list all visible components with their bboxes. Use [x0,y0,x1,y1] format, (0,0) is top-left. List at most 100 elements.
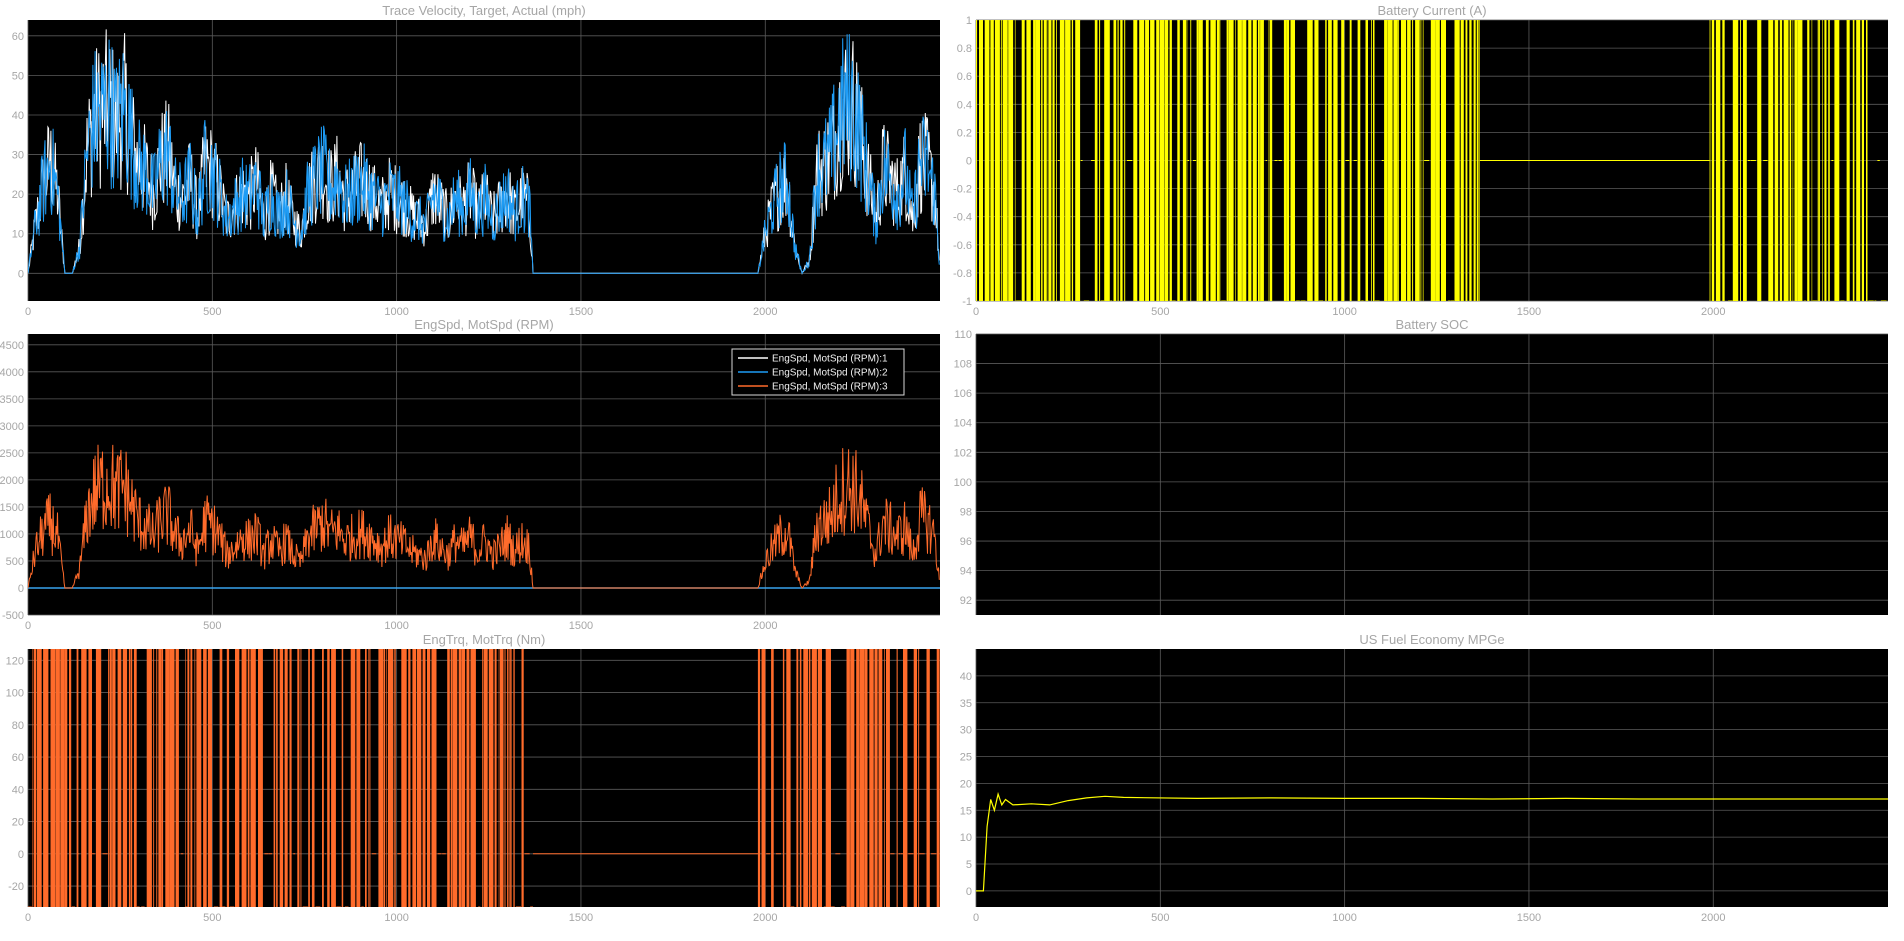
plot-area [976,334,1888,615]
series-1-pulse [796,649,799,907]
series-1-pulse [284,649,288,907]
x-tick-label: 1500 [1517,306,1541,318]
series-1-pulse [327,649,330,907]
series-1-pulse [1283,20,1287,301]
y-tick-label: 5 [966,859,972,871]
series-1-pulse [878,649,880,907]
y-tick-label: 3000 [0,421,24,433]
series-1-pulse [1109,20,1110,301]
series-1-pulse [886,649,890,907]
series-1-pulse [194,649,196,907]
series-1-pulse [1104,20,1109,301]
series-1-pulse [808,649,811,907]
series-1-pulse [1768,20,1774,301]
series-1-pulse [1479,20,1480,301]
series-1-pulse [1036,20,1041,301]
x-tick-label: 1500 [1517,912,1541,924]
series-1-pulse [1065,20,1071,301]
plot-area [28,20,940,301]
series-1-pulse [196,649,202,907]
series-1-pulse [34,649,37,907]
y-tick-label: 20 [12,189,24,201]
series-1-pulse [803,649,808,907]
series-1-pulse [782,649,785,907]
y-tick-label: 4500 [0,340,24,352]
series-group [976,791,1888,892]
series-1-pulse [1000,20,1002,301]
chart-legend: EngSpd, MotSpd (RPM):1 EngSpd, MotSpd (RP… [731,348,905,396]
series-1-pulse [1711,20,1715,301]
series-1-pulse [207,649,212,907]
series-1-pulse [856,649,860,907]
x-tick-label: 2000 [1701,912,1725,924]
series-1-pulse [1205,20,1209,301]
series-1-pulse [1052,20,1055,301]
series-1-pulse [383,649,386,907]
series-2-line [28,34,940,275]
chart-title: Battery SOC [1396,317,1469,332]
series-1-pulse [386,649,387,907]
series-1-pulse [1252,20,1257,301]
series-1-pulse [64,649,68,907]
series-1-pulse [235,649,240,907]
y-tick-label: 20 [960,778,972,790]
x-tick-label: 2000 [753,306,777,318]
series-1-pulse [1169,20,1172,301]
series-1-pulse [1021,20,1025,301]
x-tick-label: 500 [1151,912,1169,924]
series-1-pulse [1365,20,1368,301]
series-1-pulse [1182,20,1186,301]
series-1-pulse [1056,20,1057,301]
y-tick-label: 0.2 [957,127,972,139]
series-1-pulse [913,649,917,907]
series-1-pulse [1465,20,1468,301]
series-1-pulse [276,649,278,907]
series-1-pulse [1469,20,1472,301]
series-1-pulse [1430,20,1436,301]
series-1-pulse [322,649,324,907]
series-1-pulse [1783,20,1789,301]
series-1-pulse [936,649,940,907]
series-group [28,29,940,275]
series-1-pulse [32,649,34,907]
y-tick-label: 0 [18,849,24,861]
series-1-pulse [1852,20,1855,301]
series-1-pulse [203,649,207,907]
series-1-pulse [1384,20,1388,301]
chart-title: EngSpd, MotSpd (RPM) [414,317,553,332]
y-tick-label: 0.4 [957,99,972,111]
series-1-pulse [1373,20,1375,301]
series-1-pulse [1454,20,1460,301]
y-tick-label: 10 [960,832,972,844]
series-1-pulse [81,649,87,907]
x-tick-label: 0 [25,306,31,318]
series-1-pulse [185,649,186,907]
series-1-pulse [394,649,396,907]
series-1-pulse [1210,20,1216,301]
series-1-pulse [1393,20,1398,301]
y-tick-label: 0 [18,268,24,280]
series-1-pulse [1743,20,1747,301]
y-tick-label: 106 [954,388,972,400]
x-tick-label: 0 [973,912,979,924]
series-1-pulse [170,649,175,907]
series-1-pulse [1059,20,1065,301]
y-tick-label: 2500 [0,448,24,460]
series-1-pulse [884,649,885,907]
y-tick-label: 80 [12,720,24,732]
series-1-pulse [241,649,247,907]
series-1-pulse [55,649,60,907]
y-tick-label: 94 [960,566,972,578]
series-1-pulse [1150,20,1155,301]
series-1-pulse [984,20,990,301]
y-tick-label: 98 [960,506,972,518]
series-1-pulse [273,649,276,907]
series-1-pulse [1774,20,1779,301]
series-1-pulse [133,649,137,907]
series-1-pulse [1198,20,1203,301]
y-tick-label: 60 [12,31,24,43]
y-tick-label: 15 [960,805,972,817]
legend-entry-label: EngSpd, MotSpd (RPM):1 [772,354,888,365]
series-1-pulse [1117,20,1119,301]
series-1-pulse [514,649,515,907]
